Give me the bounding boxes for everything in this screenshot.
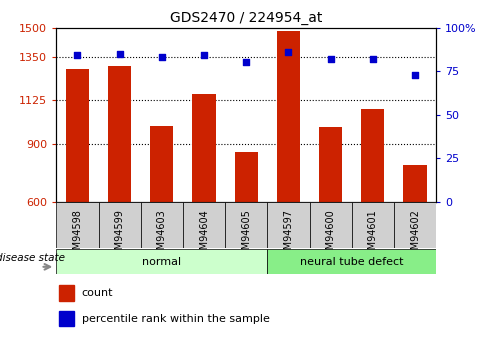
Text: count: count: [82, 288, 113, 298]
Bar: [268, 249, 436, 274]
Bar: [268, 202, 310, 248]
Point: [242, 60, 250, 65]
Text: disease state: disease state: [0, 253, 66, 263]
Bar: [394, 202, 436, 248]
Title: GDS2470 / 224954_at: GDS2470 / 224954_at: [170, 11, 322, 25]
Bar: [56, 202, 98, 248]
Bar: [56, 249, 268, 274]
Text: GSM94599: GSM94599: [115, 209, 124, 262]
Point: [327, 56, 335, 62]
Bar: [59, 311, 74, 326]
Text: GSM94601: GSM94601: [368, 209, 378, 262]
Text: GSM94603: GSM94603: [157, 209, 167, 262]
Text: GSM94602: GSM94602: [410, 209, 420, 262]
Bar: [150, 126, 173, 202]
Point: [411, 72, 419, 77]
Bar: [59, 285, 74, 301]
Bar: [361, 109, 385, 202]
Bar: [183, 202, 225, 248]
Point: [285, 49, 293, 55]
Text: GSM94604: GSM94604: [199, 209, 209, 262]
Text: GSM94598: GSM94598: [73, 209, 82, 262]
Point: [158, 55, 166, 60]
Text: normal: normal: [142, 257, 181, 267]
Point: [200, 53, 208, 58]
Text: GSM94600: GSM94600: [326, 209, 336, 262]
Bar: [319, 127, 342, 202]
Point: [74, 53, 81, 58]
Bar: [108, 66, 131, 202]
Bar: [98, 202, 141, 248]
Text: GSM94597: GSM94597: [283, 209, 294, 262]
Bar: [66, 69, 89, 202]
Bar: [235, 152, 258, 202]
Point: [116, 51, 123, 57]
Point: [369, 56, 377, 62]
Text: GSM94605: GSM94605: [241, 209, 251, 262]
Bar: [141, 202, 183, 248]
Bar: [403, 165, 427, 202]
Text: percentile rank within the sample: percentile rank within the sample: [82, 314, 270, 324]
Text: neural tube defect: neural tube defect: [300, 257, 403, 267]
Bar: [352, 202, 394, 248]
Bar: [310, 202, 352, 248]
Bar: [225, 202, 268, 248]
Bar: [193, 95, 216, 202]
Bar: [277, 31, 300, 202]
